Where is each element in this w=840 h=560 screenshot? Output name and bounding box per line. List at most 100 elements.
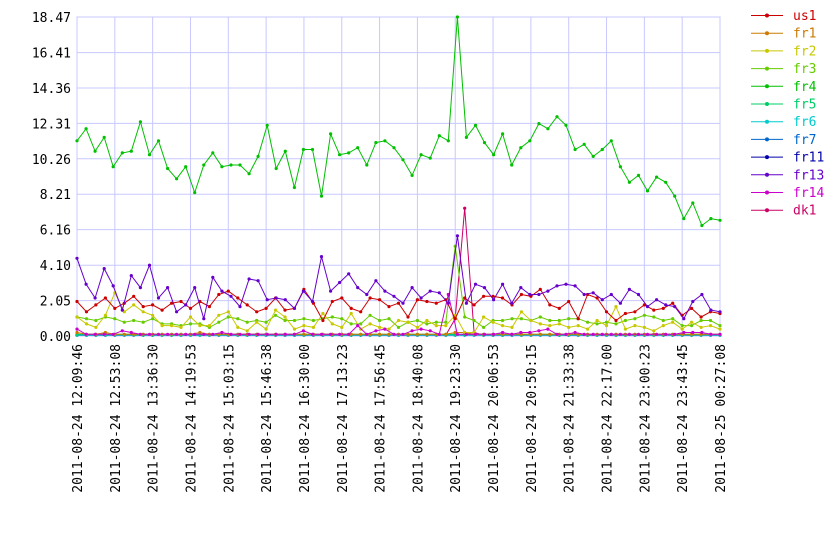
data-point-fr3 <box>302 317 306 321</box>
data-point-fr13 <box>600 298 604 302</box>
data-point-fr2 <box>671 320 675 324</box>
y-tick-label: 4.10 <box>40 259 71 274</box>
data-point-fr1 <box>378 332 382 336</box>
data-point-fr14 <box>473 332 478 336</box>
data-point-fr13 <box>555 284 559 288</box>
data-point-fr14 <box>564 332 568 336</box>
data-point-fr1 <box>349 332 353 336</box>
series-dk1 <box>75 206 722 337</box>
data-point-us1 <box>160 308 164 312</box>
data-point-fr13 <box>419 296 423 300</box>
data-point-fr4 <box>401 158 405 162</box>
data-point-fr1 <box>538 332 542 336</box>
data-point-fr13 <box>519 286 523 290</box>
data-point-fr4 <box>211 151 215 155</box>
data-point-fr4 <box>645 189 650 193</box>
data-point-fr14 <box>573 330 577 335</box>
data-point-fr3 <box>444 320 448 324</box>
data-point-fr4 <box>718 218 722 222</box>
data-point-fr14 <box>528 330 532 335</box>
data-point-fr13 <box>492 298 496 302</box>
data-point-fr14 <box>75 327 79 331</box>
data-point-fr4 <box>673 194 677 198</box>
x-tick-label: 2011-08-24 15:03:15 <box>222 344 237 493</box>
data-point-us1 <box>103 296 107 300</box>
data-point-us1 <box>434 301 438 305</box>
data-point-fr3 <box>84 317 89 321</box>
legend-item-fr2: fr2 <box>751 44 816 59</box>
x-tick-label: 2011-08-24 18:40:08 <box>411 344 426 493</box>
data-point-fr2 <box>680 327 684 331</box>
data-point-fr4 <box>582 142 586 146</box>
data-point-fr13 <box>645 305 650 309</box>
data-point-fr2 <box>425 318 429 323</box>
data-point-fr13 <box>193 286 197 290</box>
data-point-fr2 <box>170 324 174 328</box>
data-point-fr13 <box>111 284 115 288</box>
data-point-fr2 <box>245 329 249 333</box>
data-point-fr4 <box>510 163 514 167</box>
data-point-fr4 <box>627 180 632 184</box>
data-point-fr14 <box>184 332 188 336</box>
x-tick-label: 2011-08-25 00:27:08 <box>714 344 729 493</box>
data-point-us1 <box>453 317 457 321</box>
data-point-fr13 <box>501 282 505 286</box>
data-point-fr14 <box>691 330 695 335</box>
data-point-fr14 <box>238 332 242 336</box>
data-point-fr4 <box>238 163 242 167</box>
data-point-us1 <box>179 299 183 304</box>
legend-swatch-marker <box>765 66 769 71</box>
data-point-fr13 <box>229 294 233 298</box>
data-point-fr4 <box>138 120 142 124</box>
y-tick-label: 14.36 <box>32 82 71 97</box>
data-point-fr13 <box>528 292 532 297</box>
data-point-us1 <box>236 296 240 300</box>
data-point-fr13 <box>564 282 568 286</box>
data-point-fr13 <box>410 286 414 290</box>
data-point-fr14 <box>600 332 604 336</box>
data-point-fr13 <box>310 299 315 304</box>
data-point-fr14 <box>464 332 468 336</box>
data-point-fr14 <box>482 332 487 336</box>
data-point-us1 <box>151 303 155 307</box>
data-point-fr14 <box>229 332 233 336</box>
data-point-fr13 <box>473 282 478 286</box>
series-fr14 <box>75 292 722 336</box>
legend-label: fr7 <box>793 133 816 148</box>
data-point-fr14 <box>664 332 668 336</box>
data-point-fr3 <box>368 313 372 317</box>
data-point-fr3 <box>330 315 334 319</box>
data-point-fr3 <box>680 324 684 328</box>
data-point-fr1 <box>387 332 391 336</box>
data-point-us1 <box>113 306 117 310</box>
data-point-fr13 <box>437 291 441 295</box>
legend-swatch-marker <box>765 31 769 36</box>
data-point-fr14 <box>329 332 333 336</box>
data-point-fr2 <box>236 325 240 329</box>
data-point-us1 <box>576 317 580 321</box>
x-tick-label: 2011-08-24 19:23:30 <box>449 344 464 493</box>
data-point-fr14 <box>546 327 550 331</box>
data-point-fr2 <box>567 325 571 329</box>
data-point-fr2 <box>576 324 580 328</box>
data-point-fr4 <box>455 15 459 19</box>
data-point-fr14 <box>93 332 97 336</box>
data-point-fr2 <box>652 329 656 333</box>
data-point-us1 <box>482 294 486 298</box>
data-point-us1 <box>491 294 495 298</box>
data-point-fr4 <box>555 115 559 119</box>
data-point-fr4 <box>229 163 233 167</box>
x-tick-label: 2011-08-24 12:53:08 <box>109 344 124 493</box>
data-point-fr3 <box>482 325 486 329</box>
data-point-fr4 <box>184 165 188 169</box>
data-point-fr4 <box>709 217 713 221</box>
data-point-fr3 <box>283 318 287 323</box>
series-fr3 <box>75 244 722 329</box>
data-point-us1 <box>671 301 675 305</box>
data-point-fr14 <box>627 332 632 336</box>
legend-swatch-marker <box>765 208 769 213</box>
data-point-fr13 <box>265 298 269 302</box>
data-point-fr14 <box>156 332 161 336</box>
data-point-fr13 <box>156 296 161 300</box>
data-point-fr4 <box>501 132 505 136</box>
